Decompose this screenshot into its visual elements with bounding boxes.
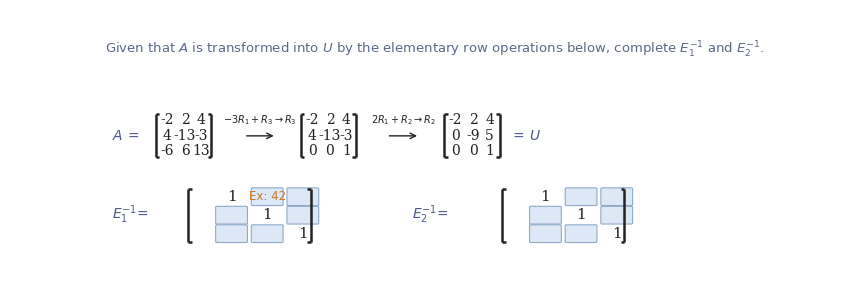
FancyBboxPatch shape	[529, 206, 561, 224]
Text: 1: 1	[485, 144, 494, 158]
Text: 6: 6	[181, 144, 189, 158]
Text: Ex: 42: Ex: 42	[248, 190, 286, 203]
Text: 0: 0	[326, 144, 334, 158]
Text: $-3R_1+R_3{\to}R_3$: $-3R_1+R_3{\to}R_3$	[223, 113, 297, 127]
Text: 4: 4	[485, 114, 494, 128]
Text: 1: 1	[540, 190, 550, 204]
Text: -2: -2	[449, 114, 462, 128]
Text: $E_1^{-1}\!=\,$: $E_1^{-1}\!=\,$	[112, 204, 149, 226]
Text: 0: 0	[308, 144, 316, 158]
Text: 4: 4	[308, 129, 316, 143]
Text: -13: -13	[174, 129, 196, 143]
FancyBboxPatch shape	[251, 188, 283, 206]
Text: -3: -3	[339, 129, 353, 143]
FancyBboxPatch shape	[601, 188, 633, 206]
Text: 2: 2	[469, 114, 477, 128]
FancyBboxPatch shape	[565, 188, 597, 206]
Text: 4: 4	[197, 114, 206, 128]
FancyBboxPatch shape	[215, 206, 248, 224]
Text: 1: 1	[576, 208, 586, 222]
Text: 2: 2	[181, 114, 189, 128]
Text: 1: 1	[262, 208, 272, 222]
Text: 13: 13	[192, 144, 210, 158]
Text: 1: 1	[226, 190, 237, 204]
Text: $2R_1+R_2{\to}R_2$: $2R_1+R_2{\to}R_2$	[371, 113, 436, 127]
FancyBboxPatch shape	[287, 206, 319, 224]
Text: -6: -6	[160, 144, 174, 158]
Text: $A\,=$: $A\,=$	[112, 129, 140, 143]
Text: 4: 4	[342, 114, 351, 128]
Text: -9: -9	[466, 129, 480, 143]
Text: $=\,U$: $=\,U$	[510, 129, 541, 143]
Text: 0: 0	[451, 129, 460, 143]
Text: 2: 2	[326, 114, 334, 128]
Text: -2: -2	[160, 114, 174, 128]
FancyBboxPatch shape	[529, 225, 561, 243]
Text: 0: 0	[451, 144, 460, 158]
Text: -3: -3	[194, 129, 208, 143]
Text: 1: 1	[612, 227, 622, 241]
Text: 0: 0	[469, 144, 477, 158]
Text: 1: 1	[342, 144, 351, 158]
FancyBboxPatch shape	[251, 225, 283, 243]
Text: -13: -13	[319, 129, 341, 143]
Text: Given that $\mathit{A}$ is transformed into $\mathit{U}$ by the elementary row o: Given that $\mathit{A}$ is transformed i…	[105, 41, 764, 60]
Text: $E_2^{-1}\!=\,$: $E_2^{-1}\!=\,$	[412, 204, 449, 226]
FancyBboxPatch shape	[215, 225, 248, 243]
Text: 1: 1	[298, 227, 308, 241]
FancyBboxPatch shape	[287, 188, 319, 206]
FancyBboxPatch shape	[565, 225, 597, 243]
FancyBboxPatch shape	[601, 206, 633, 224]
Text: -2: -2	[305, 114, 319, 128]
Text: 5: 5	[485, 129, 494, 143]
Text: 4: 4	[163, 129, 171, 143]
